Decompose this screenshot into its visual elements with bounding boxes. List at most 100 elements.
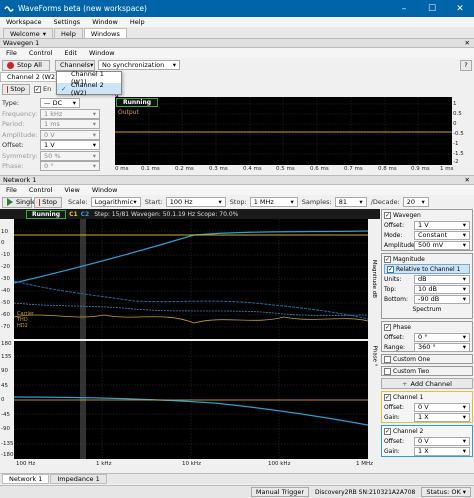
wavegen-menu-control[interactable]: Control (28, 49, 53, 57)
channel-2-option[interactable]: ✓ Channel 2 (W2) (57, 81, 121, 97)
sync-select[interactable]: No synchronization ▾ (98, 60, 180, 70)
chevron-down-icon: ▾ (92, 162, 96, 170)
phase-value: 0 ° (44, 162, 54, 170)
chevron-down-icon: ▾ (72, 99, 76, 107)
wavegen-window-title: Wavegen 1 (3, 39, 40, 47)
c2-toggle[interactable]: C2 (80, 210, 90, 218)
phase-checkbox[interactable]: ✓ (384, 324, 391, 331)
network-menu-control[interactable]: Control (28, 186, 53, 194)
side-offset-field[interactable]: 1 V ▾ (414, 220, 470, 230)
custom-one-checkbox (384, 355, 391, 363)
custom-one-toggle[interactable]: Custom One (381, 354, 473, 364)
chevron-down-icon: ▾ (462, 447, 466, 455)
menu-workspace[interactable]: Workspace (6, 18, 42, 26)
stop-all-button[interactable]: Stop All (2, 59, 50, 71)
phase-field[interactable]: 0 ° ▾ (40, 161, 100, 171)
ch1-offset-value: 0 V (418, 403, 429, 411)
channel-2-checkbox[interactable]: ✓ (384, 428, 391, 435)
wavegen-plot[interactable]: Running Output (115, 97, 452, 165)
param-offset-label: Offset: (2, 141, 24, 149)
chevron-down-icon: ▾ (462, 343, 466, 351)
status-ok-button[interactable]: Status: OK ▾ (421, 487, 471, 497)
add-channel-button[interactable]: + Add Channel (381, 378, 473, 389)
side-units-select[interactable]: dB ▾ (414, 274, 470, 284)
network-close-icon[interactable]: ✕ (464, 176, 470, 184)
symmetry-value: 50 % (44, 151, 61, 160)
tab-impedance-1[interactable]: Impedance 1 (50, 474, 107, 484)
phase-plot[interactable] (14, 341, 368, 459)
tab-network-1[interactable]: Network 1 (2, 474, 50, 484)
phase-plot-svg (14, 341, 368, 459)
relative-channel-toggle[interactable]: ✓ Relative to Channel 1 (384, 264, 470, 274)
side-amplitude-field[interactable]: 500 mV ▾ (414, 240, 470, 250)
window-title: WaveForms beta (new workspace) (18, 4, 147, 13)
tab-channel-2[interactable]: Channel 2 (W2) (0, 72, 65, 82)
wavegen-close-icon[interactable]: ✕ (464, 39, 470, 47)
side-offset-row: Offset: 1 V ▾ (384, 220, 470, 230)
amplitude-field[interactable]: 0 V ▾ (40, 129, 100, 140)
side-phase-header: ✓ Phase (384, 323, 470, 332)
side-range-field[interactable]: 360 ° ▾ (414, 342, 470, 352)
period-field[interactable]: 1 ms ▾ (40, 119, 100, 129)
enable-checkbox[interactable]: ✓ (34, 85, 41, 93)
spectrum-button[interactable]: Spectrum (384, 304, 470, 314)
samples-field[interactable]: 81 ▾ (334, 197, 367, 207)
channel-stop-label: Stop (10, 85, 25, 93)
side-mode-select[interactable]: Constant ▾ (414, 230, 470, 240)
magnitude-grid (14, 219, 368, 339)
magnitude-checkbox[interactable]: ✓ (384, 256, 391, 263)
c1-toggle[interactable]: C1 (69, 210, 78, 218)
close-icon[interactable]: ✕ (456, 3, 464, 14)
ch2-gain-value: 1 X (418, 447, 429, 455)
side-phase-offset-field[interactable]: 0 ° ▾ (414, 332, 470, 342)
scale-select[interactable]: Logarithmic ▾ (90, 197, 141, 207)
start-field[interactable]: 100 Hz ▾ (165, 197, 226, 207)
menu-help[interactable]: Help (129, 18, 145, 26)
symmetry-field[interactable]: 50 % ▾ (40, 150, 100, 161)
manual-trigger-button[interactable]: Manual Trigger (250, 487, 310, 497)
wavegen-help-icon[interactable]: ? (460, 59, 472, 71)
ch2-gain-field[interactable]: 1 X ▾ (414, 446, 470, 456)
channels-dropdown[interactable]: Channels ▾ (55, 59, 95, 71)
offset-field[interactable]: 1 V ▾ (40, 140, 100, 150)
ch2-offset-field[interactable]: 0 V ▾ (414, 436, 470, 446)
wavegen-checkbox[interactable]: ✓ (384, 212, 391, 219)
custom-two-toggle[interactable]: Custom Two (381, 366, 473, 376)
harmonic-trace (14, 302, 368, 316)
y-tick: -90 (1, 426, 10, 432)
channel-1-checkbox[interactable]: ✓ (384, 394, 391, 401)
network-menu-file[interactable]: File (6, 186, 17, 194)
channel-stop-button[interactable]: Stop (2, 83, 30, 95)
checkmark-icon: ✓ (61, 84, 67, 93)
menu-window[interactable]: Window (92, 18, 118, 26)
phase-axis-label: Phase ° (371, 345, 378, 367)
side-top-field[interactable]: 10 dB ▾ (414, 284, 470, 294)
minimize-icon[interactable]: – (401, 3, 407, 14)
wavegen-status-badge: Running (116, 98, 159, 107)
frequency-field[interactable]: 1 kHz ▾ (40, 108, 100, 119)
y-tick: -50 (1, 300, 10, 306)
side-bottom-field[interactable]: -90 dB ▾ (414, 294, 470, 304)
custom-two-checkbox (384, 367, 391, 375)
stop-freq-field[interactable]: 1 MHz ▾ (249, 197, 298, 207)
chevron-down-icon: ▾ (359, 198, 363, 206)
channel-1-option[interactable]: Channel 1 (W1) (57, 70, 121, 86)
channel-2-label: Channel 2 (393, 428, 424, 435)
decade-field[interactable]: 20 ▾ (402, 197, 429, 207)
network-menu-view[interactable]: View (64, 186, 80, 194)
network-x-axis: 100 Hz 1 kHz 10 kHz 100 kHz 1 MHz (14, 461, 380, 469)
step-info: Step: 15/81 Wavegen: 50.1.19 Hz Scope: 7… (94, 210, 239, 218)
magnitude-plot[interactable]: Carrier THD HD2 (14, 219, 368, 339)
ch1-gain-field[interactable]: 1 X ▾ (414, 412, 470, 422)
wavegen-menu-file[interactable]: File (6, 49, 17, 57)
network-menu-window[interactable]: Window (91, 186, 118, 194)
ch1-offset-field[interactable]: 0 V ▾ (414, 402, 470, 412)
single-button[interactable]: Single (2, 196, 36, 208)
menu-settings[interactable]: Settings (53, 18, 81, 26)
wavegen-menu-edit[interactable]: Edit (64, 49, 77, 57)
type-select[interactable]: — DC ▾ (40, 98, 80, 108)
maximize-icon[interactable]: ☐ (427, 3, 437, 14)
network-stop-button[interactable]: Stop (34, 196, 62, 208)
amplitude-value: 0 V (44, 130, 55, 139)
wavegen-menu-window[interactable]: Window (88, 49, 115, 57)
